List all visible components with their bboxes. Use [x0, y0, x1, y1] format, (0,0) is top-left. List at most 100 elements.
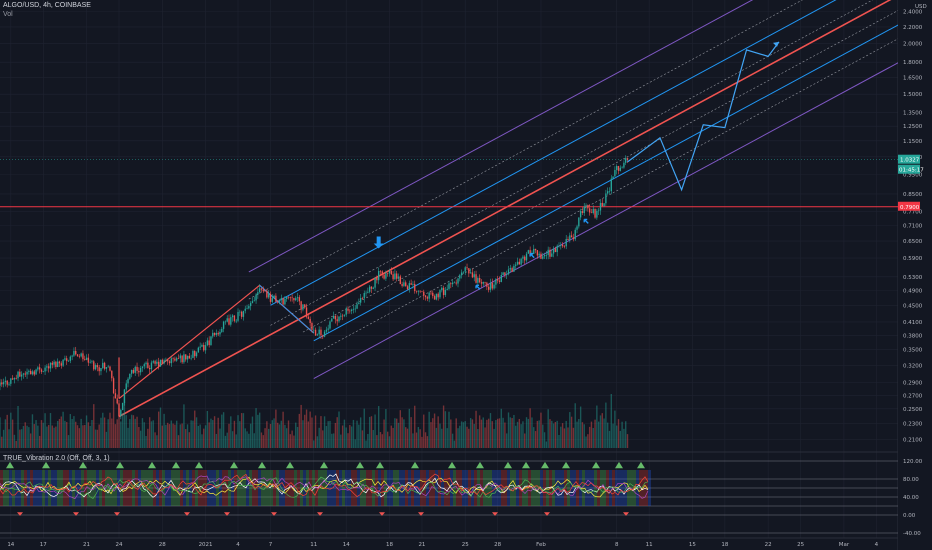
candle-body — [424, 295, 427, 298]
candle-body — [58, 361, 61, 364]
drawings — [373, 41, 780, 290]
candle-body — [495, 279, 497, 285]
volume-bar — [28, 427, 30, 448]
candle-body — [554, 248, 557, 253]
volume-bar — [152, 420, 154, 448]
volume-bar — [484, 427, 486, 448]
volume-bar — [293, 435, 295, 448]
osc-band — [111, 470, 114, 506]
candle-body — [253, 300, 255, 302]
candle-body — [509, 268, 511, 270]
volume-bar — [569, 412, 571, 448]
candle-body — [6, 380, 8, 385]
candle-body — [336, 319, 338, 322]
volume-bar — [246, 431, 248, 448]
candle-body — [51, 362, 53, 365]
time-axis[interactable]: 14 17 21 24 28 2021 4 7 11 14 18 21 25 28 Feb 8 11 15 18 22… — [7, 542, 878, 548]
osc-band — [240, 470, 243, 506]
candle-body — [53, 361, 55, 365]
volume-bar — [547, 409, 549, 448]
candle-body — [246, 308, 248, 310]
volume-bar — [473, 423, 475, 448]
osc-top-marker — [230, 461, 238, 469]
candle-body — [323, 331, 326, 337]
candle-body — [365, 292, 367, 294]
volume-bar — [237, 415, 239, 448]
volume-bar — [349, 425, 351, 448]
candle-body — [468, 268, 470, 274]
candle-body — [469, 272, 472, 274]
osc-top-marker — [504, 461, 512, 469]
volume-bar — [262, 435, 264, 448]
candle-body — [453, 282, 456, 284]
volume-bar — [194, 410, 196, 448]
volume-bar — [203, 428, 205, 448]
candle-body — [511, 268, 513, 272]
volume-bar — [121, 413, 124, 448]
volume-bar — [513, 414, 515, 448]
osc-bottom-marker — [184, 512, 190, 516]
candle-body — [455, 282, 457, 284]
time-tick-label: 14 — [343, 542, 350, 548]
osc-band — [555, 470, 558, 506]
volume-bar — [377, 406, 380, 448]
osc-bottom-marker — [544, 512, 550, 516]
candle-body — [493, 284, 495, 289]
osc-top-marker — [258, 461, 266, 469]
candle-body — [311, 323, 313, 330]
candle-body — [515, 264, 517, 266]
osc-band — [588, 470, 591, 506]
candle-body — [354, 308, 356, 310]
candle-body — [121, 403, 124, 410]
volume-bar — [154, 432, 156, 448]
osc-band — [132, 470, 135, 506]
volume-bar — [157, 411, 160, 448]
candle-body — [170, 358, 172, 364]
candle-body — [145, 362, 147, 365]
candle-body — [26, 371, 28, 375]
volume-bar — [73, 416, 75, 448]
osc-top-marker — [476, 461, 484, 469]
osc-band — [465, 470, 468, 506]
volume-bar — [22, 426, 25, 448]
time-tick-label: 21 — [418, 542, 425, 548]
osc-top-marker — [79, 461, 87, 469]
candle-body — [379, 271, 382, 272]
volume-bar — [617, 419, 620, 448]
osc-band — [342, 470, 345, 506]
volume-bar — [495, 420, 497, 448]
volume-bar — [432, 418, 434, 448]
time-tick-label: 17 — [40, 542, 47, 548]
osc-top-marker — [320, 461, 328, 469]
candle-body — [105, 367, 108, 369]
candle-body — [185, 354, 187, 360]
candle-body — [307, 316, 310, 319]
candle-body — [242, 310, 245, 317]
volume-bar — [448, 411, 450, 448]
volume-bar — [49, 413, 52, 448]
volume-bar — [159, 407, 162, 448]
volume-bar — [350, 426, 353, 448]
channel-line — [313, 32, 909, 355]
volume-bar — [31, 414, 34, 448]
osc-band — [90, 470, 93, 506]
candle-body — [617, 166, 620, 171]
volume-bar — [423, 414, 425, 448]
volume-bar — [35, 420, 37, 448]
volume-bar — [594, 419, 596, 448]
candle-body — [183, 354, 185, 363]
volume-bar — [114, 424, 117, 448]
osc-band — [60, 470, 63, 506]
volume-bar — [599, 415, 602, 448]
volume-bar — [469, 418, 472, 448]
candle-body — [284, 299, 286, 305]
volume-bar — [583, 424, 585, 448]
candle-body — [396, 273, 398, 279]
candle-body — [350, 309, 353, 312]
candle-body — [80, 353, 82, 357]
price-axis[interactable]: 2.4000 2.2000 2.0000 1.8000 1.6500 1.5000 1.35… — [898, 0, 932, 550]
candle-body — [361, 298, 364, 299]
candle-body — [100, 367, 102, 372]
volume-bar — [309, 411, 311, 448]
